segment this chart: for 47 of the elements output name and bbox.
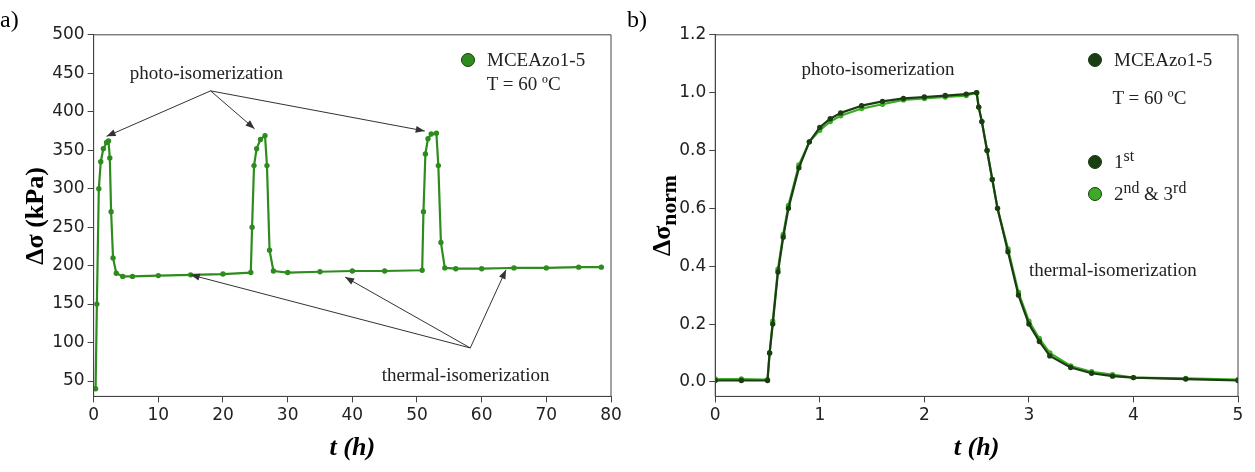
y-tick-label: 1.0 xyxy=(679,81,707,102)
chart-title: a) xyxy=(0,5,19,32)
y-tick-label: 50 xyxy=(63,369,85,390)
annotation: thermal-isomerization xyxy=(381,363,550,386)
x-tick-label: 80 xyxy=(600,404,622,425)
legend-label: 2$^{nd}$ & 3$^{rd}$ xyxy=(1114,179,1187,205)
x-tick-label: 30 xyxy=(276,404,299,425)
y-tick-label: 1.2 xyxy=(679,23,707,44)
x-axis-title: t (h) xyxy=(329,432,376,462)
x-tick-label: 10 xyxy=(147,404,170,425)
x-tick-label: 0 xyxy=(88,404,100,425)
annotation: T = 60 ºC xyxy=(1112,87,1187,110)
chart-title: b) xyxy=(627,5,647,32)
y-tick-label: 0.8 xyxy=(679,138,707,159)
y-tick-label: 450 xyxy=(52,61,85,82)
x-axis-title: t (h) xyxy=(953,432,1000,462)
legend-label: 1$^{st}$ xyxy=(1114,146,1135,173)
x-tick-label: 60 xyxy=(470,404,493,425)
y-tick-label: 200 xyxy=(52,254,85,275)
annotation: photo-isomerization xyxy=(801,58,955,81)
x-tick-label: 50 xyxy=(406,404,428,425)
x-tick-label: 0 xyxy=(709,404,721,425)
y-axis-title: Δσ (kPa) xyxy=(19,166,50,265)
x-tick-label: 4 xyxy=(1128,404,1139,425)
x-tick-label: 3 xyxy=(1023,404,1035,425)
x-tick-label: 2 xyxy=(918,404,930,425)
x-tick-label: 5 xyxy=(1232,404,1244,425)
x-tick-label: 40 xyxy=(341,404,364,425)
y-tick-label: 0.2 xyxy=(679,312,707,333)
y-tick-label: 150 xyxy=(52,292,85,313)
x-tick-label: 20 xyxy=(212,404,234,425)
x-tick-label: 70 xyxy=(535,404,558,425)
x-tick-label: 1 xyxy=(814,404,826,425)
y-tick-label: 250 xyxy=(52,215,85,236)
legend-title: MCEAzo1-5 xyxy=(1114,48,1213,70)
y-tick-label: 500 xyxy=(52,23,85,44)
y-tick-label: 350 xyxy=(52,138,85,159)
annotation: thermal-isomerization xyxy=(1028,258,1197,281)
y-tick-label: 400 xyxy=(52,100,85,121)
y-tick-label: 0.4 xyxy=(679,254,707,275)
annotation: photo-isomerization xyxy=(129,61,283,84)
y-tick-label: 100 xyxy=(52,330,85,351)
legend-label: MCEAzo1-5 xyxy=(487,48,586,70)
annotation: T = 60 ºC xyxy=(486,72,561,95)
y-tick-label: 300 xyxy=(52,177,85,198)
y-tick-label: 0.0 xyxy=(679,370,707,391)
y-tick-label: 0.6 xyxy=(679,196,707,217)
